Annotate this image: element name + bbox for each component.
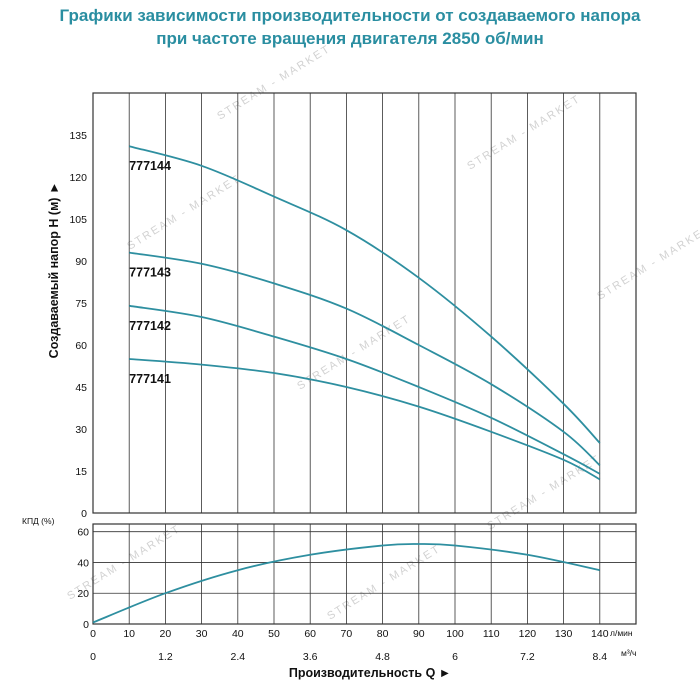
y-tick-label: 0 xyxy=(83,619,89,631)
x-tick-label: 40 xyxy=(232,628,244,640)
x-tick-label: 90 xyxy=(413,628,425,640)
x-tick-labels-lmin: 0 10 20 30 40 50 60 70 80 90 100 110 120 130 140 xyxy=(90,628,609,640)
chart-title-line-2: при частоте вращения двигателя 2850 об/м… xyxy=(156,29,544,48)
x-tick-label: 60 xyxy=(304,628,316,640)
head-curve-777141 xyxy=(129,358,601,481)
x-tick-label: 100 xyxy=(446,628,464,640)
x-tick-label: 20 xyxy=(160,628,172,640)
x-unit-lmin: л/мин xyxy=(610,628,633,638)
head-chart-grid xyxy=(92,92,637,514)
efficiency-chart-frame xyxy=(92,523,637,625)
watermark-text: STREAM - MARKET xyxy=(595,223,700,303)
y-tick-label: 20 xyxy=(77,588,89,600)
y-tick-label: 60 xyxy=(77,527,89,539)
curve-label-777144: 777144 xyxy=(129,159,171,173)
x-tick-label: 8.4 xyxy=(592,651,607,663)
efficiency-y-tick-labels: 0 20 40 60 xyxy=(77,527,89,631)
head-chart-frame xyxy=(92,92,637,514)
x-tick-label: 0 xyxy=(90,628,96,640)
y-tick-label: 30 xyxy=(75,424,87,436)
x-tick-labels-m3h: 0 1.2 2.4 3.6 4.8 6 7.2 8.4 xyxy=(90,651,607,663)
x-tick-label: 30 xyxy=(196,628,208,640)
y-tick-label: 90 xyxy=(75,256,87,268)
y-tick-label: 0 xyxy=(81,508,87,520)
curve-label-777141: 777141 xyxy=(129,372,171,386)
x-tick-label: 7.2 xyxy=(520,651,535,663)
y-tick-label: 135 xyxy=(69,130,87,142)
head-curve-777142 xyxy=(129,304,601,475)
x-unit-m3h: м³/ч xyxy=(621,648,636,658)
x-tick-label: 130 xyxy=(555,628,573,640)
x-tick-label: 0 xyxy=(90,651,96,663)
x-tick-label: 110 xyxy=(483,628,500,640)
efficiency-curve xyxy=(92,543,600,624)
x-tick-label: 50 xyxy=(268,628,280,640)
x-tick-label: 6 xyxy=(452,651,458,663)
x-tick-label: 120 xyxy=(519,628,537,640)
watermark-text: STREAM - MARKET xyxy=(325,543,443,623)
x-tick-label: 2.4 xyxy=(230,651,245,663)
head-curves xyxy=(128,145,601,481)
y-tick-label: 105 xyxy=(69,214,87,226)
x-tick-label: 140 xyxy=(591,628,609,640)
curve-labels: 777144 777143 777142 777141 xyxy=(129,159,171,386)
curve-label-777142: 777142 xyxy=(129,319,171,333)
head-curve-777144 xyxy=(128,145,601,444)
head-curve-777143 xyxy=(129,251,601,467)
efficiency-curve-group xyxy=(92,543,600,624)
x-axis-title: Производительность Q ► xyxy=(289,666,451,680)
efficiency-y-axis-title: КПД (%) xyxy=(22,516,55,526)
y-tick-label: 45 xyxy=(75,382,87,394)
head-y-axis-title: Создаваемый напор H (м) ► xyxy=(47,182,61,359)
watermark-text: STREAM - MARKET xyxy=(125,173,243,253)
x-tick-label: 4.8 xyxy=(375,651,390,663)
y-tick-label: 60 xyxy=(75,340,87,352)
watermark-text: STREAM - MARKET xyxy=(485,453,603,533)
watermark-text: STREAM - MARKET xyxy=(465,93,583,173)
y-tick-label: 75 xyxy=(75,298,87,310)
chart-title-line-1: Графики зависимости производительности о… xyxy=(59,6,641,25)
x-tick-label: 70 xyxy=(341,628,353,640)
y-tick-label: 40 xyxy=(77,557,89,569)
x-tick-label: 80 xyxy=(377,628,389,640)
efficiency-chart-grid xyxy=(92,523,637,625)
x-tick-label: 10 xyxy=(123,628,135,640)
head-y-tick-labels: 0 15 30 45 60 75 90 105 120 135 xyxy=(69,130,87,520)
y-tick-label: 15 xyxy=(75,466,87,478)
x-tick-label: 1.2 xyxy=(158,651,173,663)
curve-label-777143: 777143 xyxy=(129,266,171,280)
y-tick-label: 120 xyxy=(69,172,87,184)
x-tick-label: 3.6 xyxy=(303,651,318,663)
